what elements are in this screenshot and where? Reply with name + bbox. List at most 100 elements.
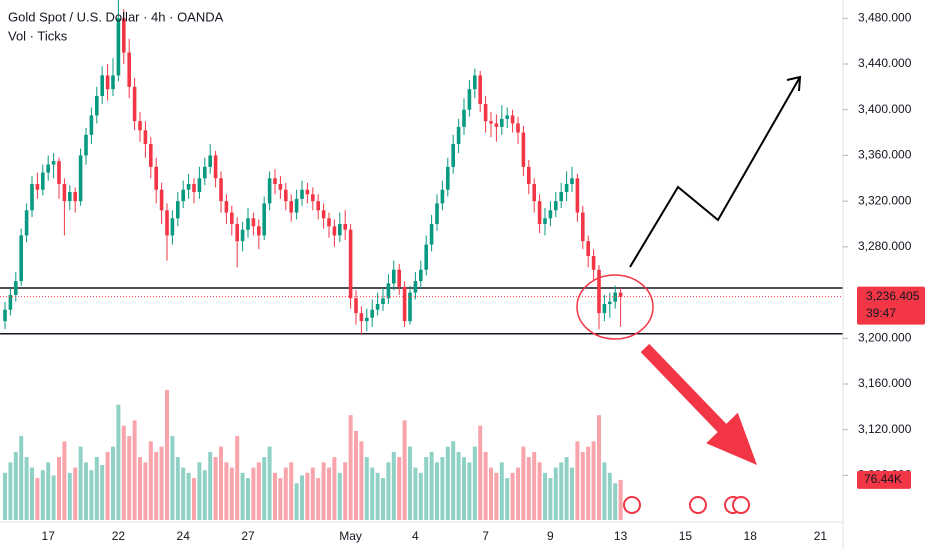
volume-bar [607,472,612,520]
candle-body [95,96,99,116]
volume-bar [186,472,191,520]
candle-body [257,226,261,236]
candle-body [554,201,558,211]
x-tick-label: 22 [112,529,126,543]
candle-body [392,269,396,284]
x-tick-label: 15 [679,529,693,543]
candle-body [451,144,455,167]
candle-body [386,283,391,299]
x-tick-label: 27 [241,529,255,543]
volume-bar [170,436,175,520]
volume-pane [3,390,623,520]
volume-bar [386,462,391,520]
volume-bar [40,470,45,520]
candle-body [408,292,412,322]
volume-bar [472,446,477,520]
candle-body [478,75,482,104]
candle-body [100,75,104,96]
candle-body [559,192,563,202]
candle-body [208,155,212,167]
candle-body [602,304,607,314]
x-tick-label: 4 [412,529,419,543]
volume-bar [332,457,337,520]
volume-bar [46,462,51,520]
volume-bar [251,467,256,520]
volume-bar [121,425,126,520]
axes: 3,480.000 3,440.000 3,400.000 3,360.000 3,32… [42,10,912,543]
x-tick-label: 9 [547,529,554,543]
x-tick-label: 13 [614,529,628,543]
volume-bar [343,462,348,520]
volume-bar [51,475,56,520]
candle-body [159,189,164,211]
candle-body [284,189,288,202]
candle-body [289,201,293,213]
candle-body [435,203,439,224]
candle-body [111,75,115,90]
candle-body [165,210,169,236]
candle-body [316,201,320,211]
x-tick-label: 24 [177,529,191,543]
volume-bar [235,436,240,520]
volume-bar [246,478,250,520]
volume-bar [240,472,245,520]
volume-bar [278,478,283,520]
volume-bar [94,457,99,520]
candle-body [532,184,536,202]
x-tick-label: 17 [42,529,56,543]
x-tick-label: 18 [744,529,758,543]
volume-bar [294,483,299,520]
candle-body [419,269,423,282]
volume-bar [456,451,461,520]
candle-body [170,218,175,236]
volume-bar [451,441,456,520]
volume-bar [73,467,78,520]
volume-bar [408,446,412,520]
volume-bar [489,467,493,520]
volume-bar [467,462,472,520]
candle-body [548,210,553,219]
candle-body [267,178,272,204]
volume-bar [89,470,94,520]
candle-body [537,201,542,224]
candle-body [505,115,509,119]
candle-body [273,178,277,184]
y-tick-label: 3,440.000 [858,56,912,70]
volume-bar [165,390,169,520]
event-icon [623,496,641,514]
candle-body [192,184,196,192]
volume-bar [84,462,88,520]
candle-body [424,244,428,270]
candle-body [467,89,472,110]
volume-bar [310,467,315,520]
volume-bar [127,436,132,520]
volume-bar [505,478,510,520]
price-pane [0,0,843,335]
volume-bar [543,472,547,520]
candle-body [370,309,374,318]
volume-bar [111,446,115,520]
candle-body [429,224,434,245]
volume-bar [8,462,13,520]
volume-bar [19,436,24,520]
volume-bar [440,457,445,520]
candle-body [251,218,256,227]
candle-body [143,130,148,144]
volume-bar [553,467,558,520]
candle-body [564,184,569,192]
volume-bar [100,464,105,520]
volume-bar [283,467,288,520]
volume-bar [429,451,434,520]
event-icons [623,496,750,514]
volume-bar [224,462,229,520]
volume-bar [575,441,580,520]
volume-bar [462,457,466,520]
volume-bar [413,467,418,520]
volume-bar [597,415,601,520]
volume-bar [78,446,83,520]
last-price-label: 3,236.405 [866,289,920,303]
volume-bar [159,446,164,520]
volume-bar [208,451,213,520]
volume-bar [132,420,137,520]
candle-body [262,203,266,236]
